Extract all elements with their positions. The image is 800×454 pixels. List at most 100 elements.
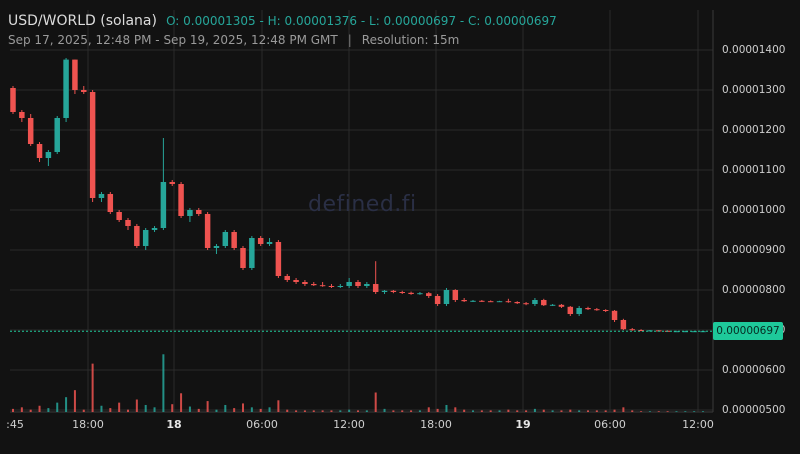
separator: | <box>347 33 352 47</box>
candle-body <box>364 284 370 286</box>
volume-bar <box>454 407 457 412</box>
candle-body <box>178 184 184 216</box>
volume-bar <box>295 410 298 412</box>
candle-body <box>682 331 689 333</box>
volume-bar <box>410 410 413 412</box>
candle-body <box>10 88 16 112</box>
volume-bar <box>180 393 183 412</box>
volume-bar <box>702 411 704 412</box>
candle-body <box>231 232 237 248</box>
candle-body <box>399 292 405 293</box>
candle-body <box>107 194 114 212</box>
volume-bar <box>12 408 14 412</box>
volume-bar <box>693 411 696 412</box>
candle-body <box>629 329 635 331</box>
candle-body <box>443 290 450 304</box>
candle-body <box>461 300 467 302</box>
candle-body <box>81 90 87 92</box>
volume-bar <box>171 404 174 412</box>
volume-bar <box>578 410 581 412</box>
volume-bar <box>82 409 85 412</box>
volume-bar <box>109 408 112 412</box>
candle-body <box>204 214 211 248</box>
candle-body <box>620 320 627 330</box>
x-tick-label: 18 <box>166 418 182 431</box>
volume-bar <box>648 411 651 412</box>
x-tick-label: :45 <box>6 418 24 431</box>
x-tick-label: 12:00 <box>682 418 714 431</box>
candle-body <box>523 303 529 305</box>
x-tick-label: 06:00 <box>246 418 278 431</box>
volume-bar <box>392 410 395 412</box>
volume-bar <box>250 407 253 412</box>
volume-bar <box>365 410 368 412</box>
volume-bar <box>233 408 236 412</box>
volume-bar <box>56 402 59 412</box>
candle-body <box>311 284 317 286</box>
volume-bar <box>206 401 209 412</box>
candle-body <box>496 301 503 303</box>
volume-bar <box>357 410 359 412</box>
volume-bar <box>383 408 386 412</box>
candle-body <box>611 310 618 320</box>
x-tick-label: 18:00 <box>420 418 452 431</box>
volume-bar <box>525 410 528 412</box>
candle-body <box>257 238 264 244</box>
candle-body <box>213 246 220 248</box>
date-range: Sep 17, 2025, 12:48 PM - Sep 19, 2025, 1… <box>8 33 338 47</box>
volume-bar <box>604 410 607 412</box>
volume-bar <box>91 363 94 412</box>
last-price-tag: 0.00000697 <box>713 322 783 340</box>
volume-bar <box>480 410 483 412</box>
volume-bar <box>489 410 492 412</box>
volume-bar <box>631 410 634 412</box>
volume-bar <box>595 410 598 412</box>
candle-body <box>275 242 282 276</box>
candle-body <box>576 308 582 314</box>
volume-bar <box>259 408 262 412</box>
volume-bar <box>374 392 377 412</box>
volume-bar <box>622 407 625 412</box>
volume-bar <box>657 411 660 412</box>
candle-body <box>63 59 69 118</box>
volume-bar <box>20 407 23 412</box>
candle-body <box>19 112 25 118</box>
y-tick-label: 0.00000500 <box>722 404 786 416</box>
candle-body <box>98 194 105 198</box>
volume-bar <box>242 403 244 412</box>
volume-bar <box>507 409 510 412</box>
candle-body <box>151 228 158 230</box>
volume-bar <box>268 407 271 412</box>
volume-bar <box>153 407 156 412</box>
volume-bar <box>100 405 103 412</box>
candle-body <box>470 300 476 302</box>
candle-body <box>328 286 335 287</box>
candle-body <box>434 296 441 304</box>
y-tick-label: 0.00001400 <box>722 44 786 56</box>
volume-bar <box>542 409 545 412</box>
candle-body <box>408 292 414 294</box>
candle-body <box>346 282 352 286</box>
x-tick-label: 19 <box>515 418 531 431</box>
candle-body <box>302 282 308 284</box>
candle-body <box>372 284 379 292</box>
candle-body <box>452 290 459 300</box>
volume-bar <box>303 410 306 412</box>
candle-body <box>169 182 175 184</box>
y-tick-label: 0.00001200 <box>722 124 786 136</box>
volume-bar <box>188 406 191 412</box>
volume-bar <box>613 409 616 412</box>
y-tick-label: 0.00000900 <box>722 244 786 256</box>
x-tick-label: 06:00 <box>594 418 626 431</box>
candle-body <box>355 282 361 286</box>
candle-body <box>45 152 52 158</box>
volume-bar <box>321 410 324 412</box>
chart-subheader: Sep 17, 2025, 12:48 PM - Sep 19, 2025, 1… <box>8 33 459 47</box>
volume-bar <box>587 410 589 412</box>
candle-body <box>319 285 326 287</box>
volume-bar <box>498 410 501 412</box>
volume-bar <box>144 404 147 412</box>
ohlc-readout: O: 0.00001305 - H: 0.00001376 - L: 0.000… <box>166 14 557 28</box>
